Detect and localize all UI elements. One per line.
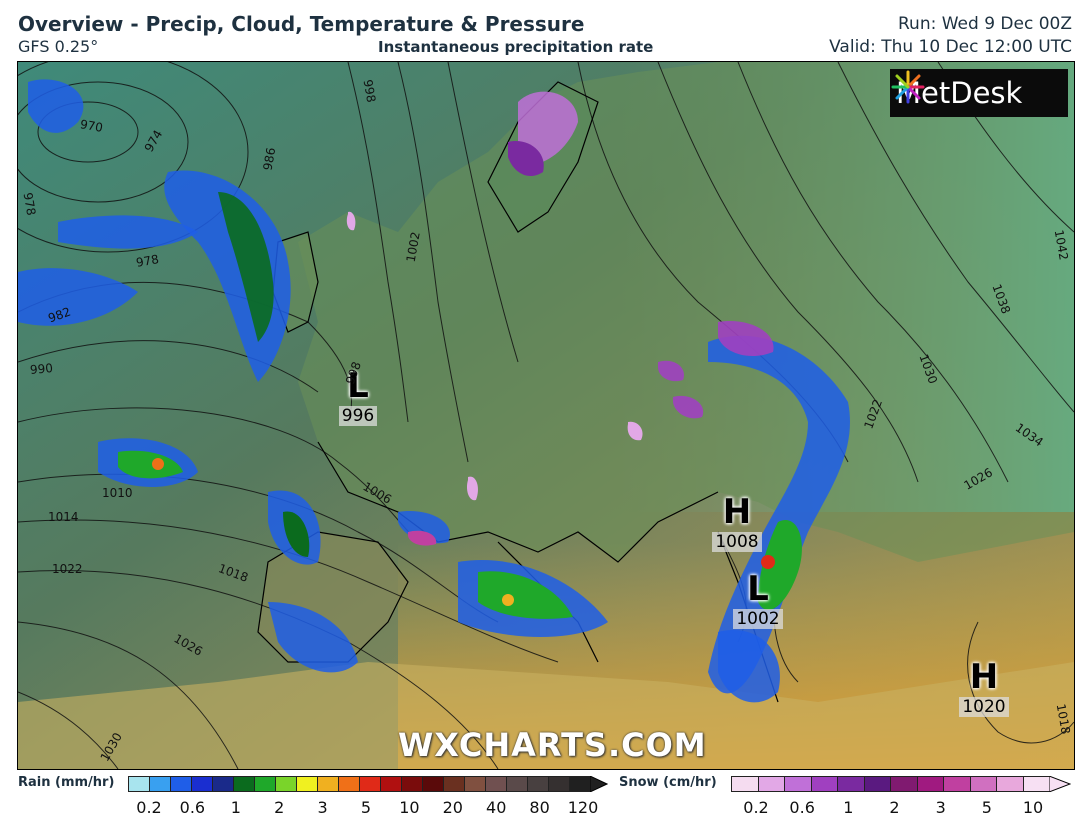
colorbar-swatch	[338, 776, 360, 792]
colorbar-swatch	[527, 776, 549, 792]
pressure-system-value: 1020	[959, 697, 1009, 717]
colorbar-tick-label: 0.6	[789, 798, 815, 817]
colorbar-swatch	[443, 776, 465, 792]
valid-time: Valid: Thu 10 Dec 12:00 UTC	[829, 37, 1072, 57]
pressure-system-letter: H	[722, 492, 752, 532]
colorbar-swatch	[810, 776, 838, 792]
colorbar-swatch	[916, 776, 944, 792]
colorbar-tick-label: 3	[935, 798, 946, 817]
pressure-low-1: L 996	[313, 368, 403, 426]
pressure-system-value: 996	[338, 406, 378, 426]
colorbar-tick-label: 0.6	[179, 798, 206, 817]
chart-subtitle: Instantaneous precipitation rate	[378, 38, 654, 56]
colorbar-tick-label: 10	[399, 798, 420, 817]
model-label: GFS 0.25°	[18, 37, 99, 56]
colorbar-swatch	[296, 776, 318, 792]
rain-legend-title: Rain (mm/hr)	[18, 775, 115, 790]
pressure-high-1: H 1008	[692, 494, 782, 552]
chart-title: Overview - Precip, Cloud, Temperature & …	[18, 12, 585, 36]
colorbar-swatch	[731, 776, 759, 792]
pressure-system-value: 1008	[712, 532, 762, 552]
pressure-high-2: H 1020	[939, 659, 1029, 717]
colorbar-swatch	[784, 776, 812, 792]
colorbar-swatch	[275, 776, 297, 792]
metdesk-burst-icon	[891, 70, 925, 104]
colorbar-tick-label: 80	[529, 798, 550, 817]
colorbar-tick-label: 2	[274, 798, 285, 817]
colorbar-swatch	[1022, 776, 1050, 792]
colorbar-tick-label: 40	[486, 798, 507, 817]
snow-legend-title: Snow (cm/hr)	[619, 775, 717, 790]
rain-colorbar-arrow-icon	[590, 776, 608, 792]
metdesk-logo-text: MetDesk	[896, 76, 1023, 110]
colorbar-tick-label: 2	[889, 798, 900, 817]
colorbar-swatch	[996, 776, 1024, 792]
colorbar-tick-label: 0.2	[743, 798, 769, 817]
weather-map[interactable]: MetDesk L 996 H 1008 L 1002 H 1020 970 9…	[17, 61, 1075, 770]
colorbar-tick-label: 10	[1022, 798, 1044, 817]
precipitation-snow	[346, 91, 774, 546]
watermark: WXCHARTS.COM	[398, 726, 707, 764]
colorbar-swatch	[569, 776, 591, 792]
isobar-label: 1014	[48, 510, 79, 524]
colorbar-swatch	[170, 776, 192, 792]
colorbar-swatch	[548, 776, 570, 792]
colorbar-swatch	[464, 776, 486, 792]
colorbar-swatch	[401, 776, 423, 792]
isobar-label: 1010	[102, 486, 133, 500]
pressure-system-value: 1002	[733, 609, 783, 629]
isobar-label: 1022	[52, 562, 83, 576]
colorbar-swatch	[317, 776, 339, 792]
colorbar-swatch	[128, 776, 150, 792]
colorbar-swatch	[757, 776, 785, 792]
colorbar-swatch	[359, 776, 381, 792]
colorbar-swatch	[254, 776, 276, 792]
rain-colorbar	[128, 776, 591, 792]
colorbar-swatch	[485, 776, 507, 792]
precipitation-rain	[18, 79, 850, 703]
colorbar-swatch	[969, 776, 997, 792]
isobar-label: 990	[29, 361, 54, 377]
colorbar-tick-label: 5	[360, 798, 372, 817]
colorbar-swatch	[380, 776, 402, 792]
colorbar-tick-label: 0.2	[136, 798, 162, 817]
colorbar-swatch	[191, 776, 213, 792]
pressure-system-letter: H	[969, 657, 999, 697]
colorbar-swatch	[233, 776, 255, 792]
isobars	[18, 62, 1074, 769]
colorbar-swatch	[422, 776, 444, 792]
colorbar-swatch	[890, 776, 918, 792]
colorbar-swatch	[863, 776, 891, 792]
colorbar-swatch	[506, 776, 528, 792]
snow-colorbar-arrow-icon	[1049, 776, 1071, 792]
pressure-low-2: L 1002	[713, 571, 803, 629]
colorbar-swatch	[212, 776, 234, 792]
colorbar-swatch	[943, 776, 971, 792]
run-time: Run: Wed 9 Dec 00Z	[898, 14, 1072, 34]
colorbar-tick-label: 120	[567, 798, 599, 817]
metdesk-logo: MetDesk	[890, 69, 1068, 117]
colorbar-tick-label: 5	[981, 798, 992, 817]
snow-colorbar	[731, 776, 1050, 792]
colorbar-tick-label: 20	[442, 798, 463, 817]
pressure-system-letter: L	[747, 569, 769, 609]
colorbar-swatch	[837, 776, 865, 792]
colorbar-tick-label: 3	[317, 798, 328, 817]
colorbar-tick-label: 1	[843, 798, 854, 817]
map-canvas	[18, 62, 1074, 769]
pressure-system-letter: L	[347, 366, 369, 406]
colorbar-tick-label: 1	[230, 798, 241, 817]
land-africa	[18, 662, 1074, 769]
colorbar-swatch	[149, 776, 171, 792]
